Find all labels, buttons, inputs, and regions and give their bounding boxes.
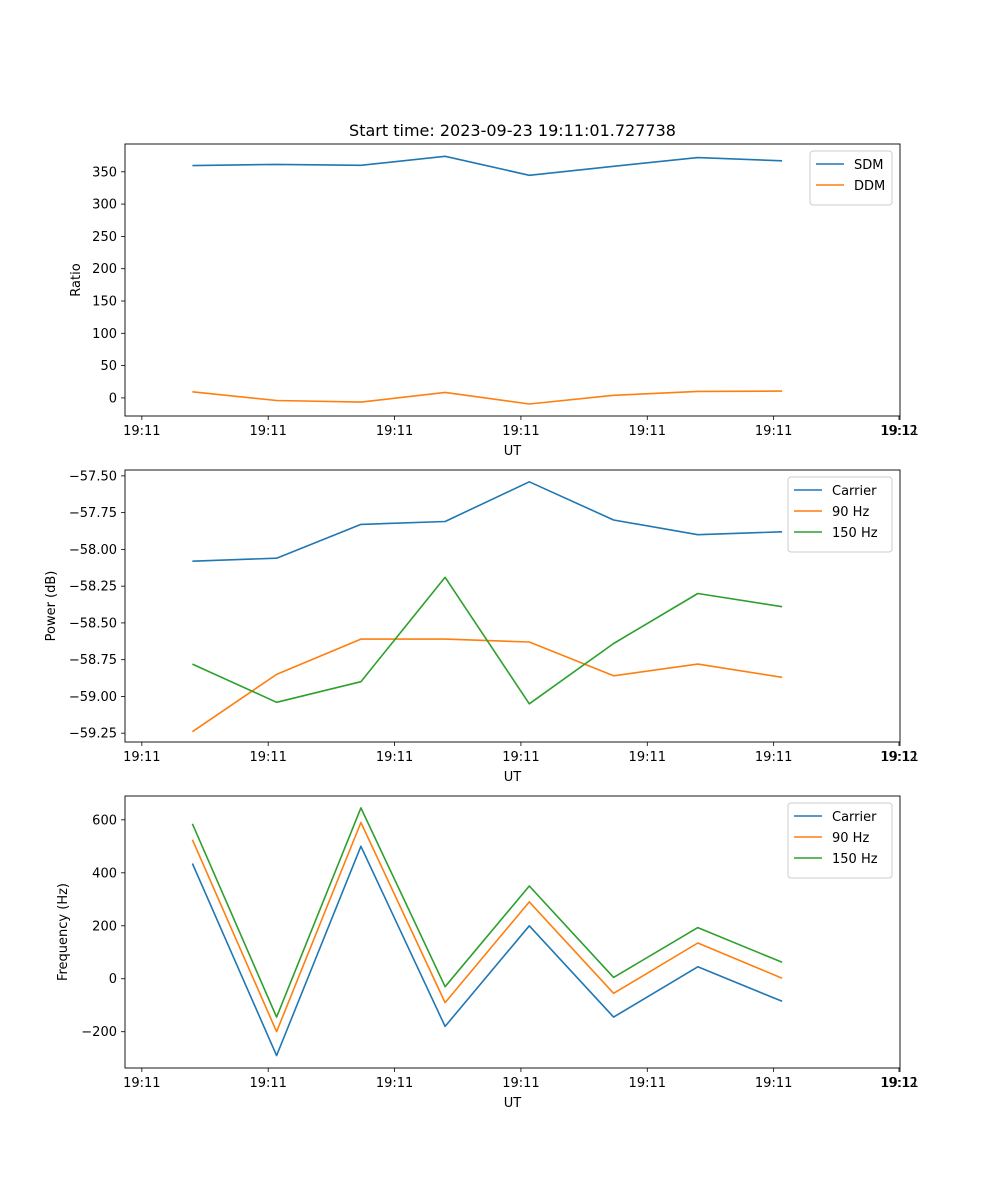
- x-axis-label: UT: [504, 444, 522, 459]
- series-line-90-hz: [191, 638, 783, 733]
- series-line-150-hz: [192, 576, 783, 705]
- series-line-150-hz: [191, 807, 783, 1018]
- x-tick-label: 19:11: [249, 424, 286, 439]
- y-tick-label: −58.50: [69, 616, 117, 631]
- x-tick-label: 19:11: [502, 1076, 539, 1091]
- x-tick-label: 19:11: [123, 1076, 160, 1091]
- y-tick-label: 200: [92, 919, 117, 934]
- y-axis-label: Frequency (Hz): [56, 883, 71, 981]
- y-tick-label: −59.00: [69, 690, 117, 705]
- y-tick-label: −59.25: [69, 727, 117, 742]
- y-tick-label: 150: [92, 294, 117, 309]
- plot-frame: [124, 795, 901, 1069]
- series-line-sdm: [192, 155, 783, 177]
- chart-title: Start time: 2023-09-23 19:11:01.727738: [349, 121, 676, 140]
- legend-box: [787, 476, 893, 553]
- y-tick-label: −57.75: [69, 506, 117, 521]
- legend: SDM DDM: [809, 150, 893, 206]
- legend-label: 150 Hz: [832, 852, 878, 867]
- x-tick-label: 19:12: [880, 424, 917, 439]
- y-tick-label: 50: [100, 359, 117, 374]
- series-line-carrier: [191, 845, 783, 1057]
- x-tick-label: 19:11: [881, 1076, 918, 1091]
- legend: Carrier 90 Hz 150 Hz: [787, 476, 893, 553]
- x-tick-label: 19:11: [502, 424, 539, 439]
- y-tick-label: −57.50: [69, 469, 117, 484]
- y-axis-label: Power (dB): [44, 571, 59, 642]
- x-tick-label: 19:12: [880, 1076, 917, 1091]
- legend-label: 90 Hz: [832, 505, 869, 520]
- x-tick-label: 19:12: [880, 750, 917, 765]
- x-tick-label: 19:11: [755, 750, 792, 765]
- legend-label: SDM: [854, 158, 883, 173]
- y-tick-label: 0: [109, 972, 117, 987]
- y-tick-label: 350: [92, 165, 117, 180]
- y-tick-label: −200: [81, 1025, 117, 1040]
- x-tick-label: 19:11: [755, 1076, 792, 1091]
- x-tick-label: 19:11: [376, 1076, 413, 1091]
- y-tick-label: 600: [92, 813, 117, 828]
- x-tick-label: 19:11: [376, 750, 413, 765]
- x-tick-label: 19:11: [629, 424, 666, 439]
- y-tick-label: 200: [92, 262, 117, 277]
- y-tick-label: 250: [92, 230, 117, 245]
- x-tick-label: 19:11: [376, 424, 413, 439]
- x-axis-label: UT: [504, 1096, 522, 1111]
- x-tick-label: 19:11: [249, 750, 286, 765]
- series-line-90-hz: [191, 821, 783, 1033]
- x-tick-label: 19:11: [881, 424, 918, 439]
- plot-frame: [124, 469, 901, 743]
- legend-label: Carrier: [832, 810, 877, 825]
- x-tick-label: 19:11: [881, 750, 918, 765]
- panel-3: 19:11 19:11 19:11 19:11 19:11 19:11 19:1119:12…: [56, 795, 919, 1111]
- x-tick-label: 19:11: [249, 1076, 286, 1091]
- legend-label: 90 Hz: [832, 831, 869, 846]
- series-line-ddm: [192, 390, 783, 405]
- x-tick-label: 19:11: [629, 1076, 666, 1091]
- panel-1: Start time: 2023-09-23 19:11:01.727738 19…: [69, 121, 919, 459]
- x-axis-label: UT: [504, 770, 522, 785]
- y-tick-label: −58.25: [69, 580, 117, 595]
- legend-box: [787, 802, 893, 879]
- series-line-carrier: [192, 480, 783, 562]
- legend-label: Carrier: [832, 484, 877, 499]
- x-tick-label: 19:11: [123, 424, 160, 439]
- legend-label: 150 Hz: [832, 526, 878, 541]
- x-tick-label: 19:11: [502, 750, 539, 765]
- x-tick-label: 19:11: [755, 424, 792, 439]
- y-tick-label: 0: [109, 391, 117, 406]
- y-tick-label: −58.00: [69, 543, 117, 558]
- legend-label: DDM: [854, 179, 885, 194]
- y-axis-label: Ratio: [69, 263, 84, 296]
- y-tick-label: 300: [92, 198, 117, 213]
- y-tick-label: 400: [92, 866, 117, 881]
- y-tick-label: 100: [92, 327, 117, 342]
- x-tick-label: 19:11: [123, 750, 160, 765]
- y-tick-label: −58.75: [69, 653, 117, 668]
- panel-2: 19:11 19:11 19:11 19:11 19:11 19:11 19:1119:12…: [44, 469, 919, 785]
- legend: Carrier 90 Hz 150 Hz: [787, 802, 893, 879]
- plot-frame: [124, 143, 901, 417]
- x-tick-label: 19:11: [629, 750, 666, 765]
